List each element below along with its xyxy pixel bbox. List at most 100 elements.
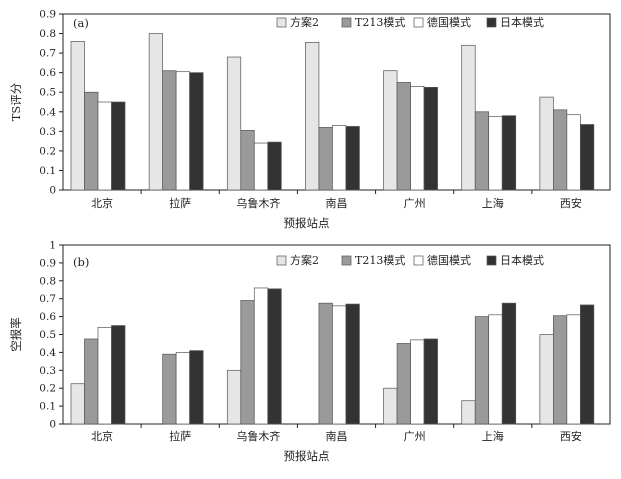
y-tick-label: 0.7: [39, 48, 56, 60]
y-tick-label: 0.9: [39, 257, 56, 269]
bar: [318, 127, 333, 191]
bar: [97, 101, 112, 191]
x-tick-label: 拉萨: [169, 429, 191, 443]
bar: [175, 71, 190, 191]
bar: [396, 343, 411, 425]
bar: [267, 141, 282, 191]
bar: [189, 350, 204, 425]
y-tick-label: 0.5: [39, 87, 56, 99]
y-tick-label: 0.3: [39, 126, 56, 138]
legend-label: 日本模式: [500, 15, 544, 29]
legend-swatch: [341, 17, 352, 28]
y-tick-label: 0.6: [39, 67, 56, 79]
y-axis-title: TS评分: [9, 82, 23, 121]
bar: [253, 287, 269, 425]
y-tick-label: 0.1: [39, 401, 56, 413]
bar: [566, 314, 581, 425]
y-tick-label: 0.2: [39, 383, 56, 395]
legend-label: 德国模式: [427, 253, 471, 267]
bar: [580, 304, 595, 425]
bar: [423, 338, 438, 425]
bar: [226, 369, 242, 425]
legend-swatch: [276, 255, 287, 266]
x-tick-label: 上海: [482, 196, 504, 210]
x-tick-label: 拉萨: [169, 196, 191, 210]
x-tick-label: 西安: [560, 196, 582, 210]
y-tick-label: 0: [49, 185, 56, 197]
bar: [240, 130, 255, 191]
bar: [383, 70, 398, 191]
x-tick-label: 北京: [91, 196, 113, 210]
y-tick-label: 0.1: [39, 165, 56, 177]
y-tick-label: 0.9: [39, 9, 56, 21]
bar: [332, 305, 347, 425]
legend-label: 方案2: [290, 253, 319, 267]
bar: [383, 387, 398, 425]
legend-label: T213模式: [355, 254, 405, 267]
bar: [501, 302, 517, 425]
x-tick-label: 乌鲁木齐: [236, 429, 280, 443]
x-tick-label: 上海: [482, 429, 504, 443]
legend-swatch: [341, 255, 352, 266]
bar: [553, 315, 568, 425]
legend-swatch: [486, 17, 497, 28]
bar: [474, 111, 490, 191]
legend-label: 德国模式: [427, 15, 471, 29]
bar: [345, 126, 360, 191]
legend-label: 方案2: [290, 15, 319, 29]
bar: [345, 303, 360, 425]
x-tick-label: 南昌: [326, 197, 348, 210]
x-tick-label: 乌鲁木齐: [236, 196, 280, 210]
bar: [70, 41, 85, 191]
panel-label: (a): [73, 16, 89, 30]
bar: [318, 302, 333, 425]
bar: [566, 114, 581, 191]
x-tick-label: 南昌: [326, 430, 348, 443]
bar: [148, 33, 163, 191]
bar: [305, 42, 320, 191]
bar: [267, 288, 282, 425]
y-tick-label: 0.4: [39, 106, 56, 118]
y-tick-label: 0.2: [39, 145, 56, 157]
bar: [70, 383, 85, 425]
y-tick-label: 0.3: [39, 365, 56, 377]
y-axis-title: 空报率: [9, 317, 23, 352]
bar: [461, 44, 476, 191]
y-tick-label: 0.4: [39, 347, 56, 359]
legend-label: 日本模式: [500, 253, 544, 267]
bar: [488, 314, 503, 425]
bar: [580, 124, 595, 191]
bar: [488, 116, 503, 191]
y-tick-label: 0.8: [39, 275, 56, 287]
bar: [396, 82, 411, 191]
bar: [226, 56, 242, 191]
bar: [474, 316, 490, 425]
legend-swatch: [486, 255, 497, 266]
x-axis-title: 预报站点: [284, 216, 330, 230]
bar: [189, 72, 204, 191]
legend-label: T213模式: [355, 16, 405, 29]
x-tick-label: 北京: [91, 429, 113, 443]
x-tick-label: 广州: [404, 430, 426, 443]
bar: [175, 352, 190, 425]
y-tick-label: 0.8: [39, 28, 56, 40]
bar: [162, 353, 177, 425]
bar: [423, 86, 438, 191]
x-axis-title: 预报站点: [284, 449, 330, 463]
bar: [84, 91, 99, 191]
bar: [162, 70, 177, 191]
bar: [461, 400, 476, 425]
bar: [501, 115, 517, 191]
bar: [84, 338, 99, 425]
x-tick-label: 广州: [404, 197, 426, 210]
y-tick-label: 0.7: [39, 293, 56, 305]
y-tick-label: 1: [49, 240, 56, 252]
y-tick-label: 0.5: [39, 329, 56, 341]
bar: [410, 339, 425, 425]
bar: [410, 86, 425, 191]
bar: [240, 300, 255, 425]
bar: [332, 125, 347, 191]
bar: [539, 334, 554, 425]
